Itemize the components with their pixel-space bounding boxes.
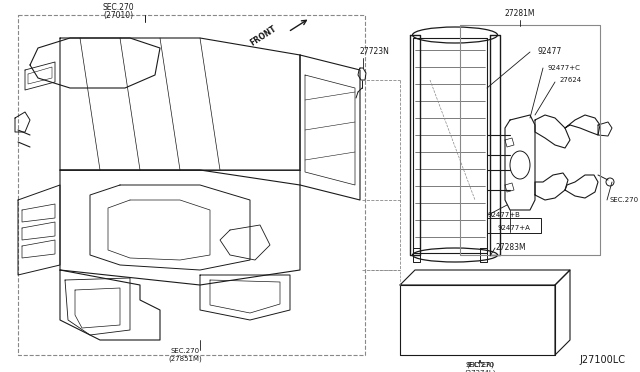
Text: FRONT: FRONT [248, 24, 278, 48]
Text: SEC.270: SEC.270 [170, 348, 200, 354]
Text: 27723N: 27723N [360, 48, 390, 57]
Text: (FILTER): (FILTER) [466, 362, 494, 369]
Text: (27851M): (27851M) [168, 356, 202, 362]
Text: 92477+C: 92477+C [548, 65, 581, 71]
Text: (27274L): (27274L) [464, 370, 496, 372]
Text: 27624: 27624 [560, 77, 582, 83]
Text: 92477+B: 92477+B [488, 212, 521, 218]
Text: 92477+A: 92477+A [497, 225, 531, 231]
Text: SEC.270: SEC.270 [102, 3, 134, 12]
Text: 27281M: 27281M [505, 9, 535, 18]
Text: SEC.270: SEC.270 [610, 197, 639, 203]
Text: J27100LC: J27100LC [579, 355, 625, 365]
Text: 92477: 92477 [537, 48, 561, 57]
Text: SEC.270: SEC.270 [465, 362, 495, 368]
Text: (27010): (27010) [103, 11, 133, 20]
Text: 27283M: 27283M [495, 244, 525, 253]
